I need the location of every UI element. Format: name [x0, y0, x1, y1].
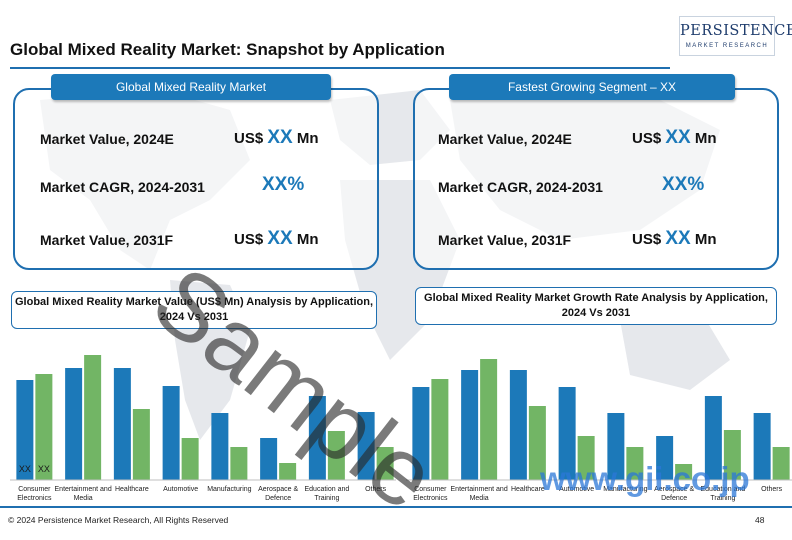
overview-value-2031: US$ XX Mn: [234, 228, 319, 250]
bar-data-label: XX: [19, 464, 31, 474]
segment-cagr-label: Market CAGR, 2024-2031: [438, 179, 603, 195]
x-tick-label: Entertainment and Media: [55, 486, 112, 502]
bar-manufacturing-2024: [607, 413, 625, 480]
bar-entertainment-and-media-2031: [84, 355, 102, 480]
value-prefix: US$: [632, 231, 666, 248]
logo-sub-text: MARKET RESEARCH: [685, 43, 769, 49]
bar-healthcare-2031: [132, 409, 150, 480]
bar-consumer-electronics-2031: [35, 374, 53, 480]
bar-automotive-2031: [577, 436, 595, 480]
value-placeholder: XX: [665, 228, 691, 249]
value-suffix: Mn: [292, 231, 319, 248]
site-watermark: www.gii.co.jp: [540, 460, 750, 497]
bar-entertainment-and-media-2031: [480, 359, 498, 480]
x-tick-label: Consumer Electronics: [413, 486, 448, 502]
title-divider: [10, 67, 670, 69]
value-placeholder: XX: [267, 127, 293, 148]
x-tick-label: Consumer Electronics: [17, 486, 52, 502]
segment-value-2024: US$ XX Mn: [632, 127, 717, 149]
bar-education-and-training-2024: [704, 396, 722, 480]
overview-cagr: XX%: [262, 174, 304, 196]
segment-cagr: XX%: [662, 174, 704, 196]
x-tick-label: Automotive: [163, 486, 198, 493]
value-chart-title: Global Mixed Reality Market Value (US$ M…: [11, 291, 377, 329]
value-prefix: US$: [234, 130, 268, 147]
bar-consumer-electronics-2031: [431, 379, 449, 480]
bar-entertainment-and-media-2024: [461, 370, 479, 480]
value-placeholder: XX: [665, 127, 691, 148]
bar-manufacturing-2031: [230, 447, 248, 480]
bar-aerospace-defence-2024: [656, 436, 674, 480]
bar-healthcare-2024: [113, 368, 131, 480]
bar-entertainment-and-media-2024: [65, 368, 83, 480]
value-placeholder: XX%: [262, 174, 305, 195]
x-tick-label: Others: [365, 486, 387, 493]
x-tick-label: Aerospace & Defence: [258, 486, 298, 502]
bar-others-2024: [357, 412, 375, 480]
bar-aerospace-defence-2031: [675, 464, 693, 480]
segment-value-2024-label: Market Value, 2024E: [438, 131, 572, 147]
value-suffix: Mn: [690, 231, 717, 248]
company-logo: PERSISTENCE MARKET RESEARCH: [679, 16, 792, 56]
fastest-segment-panel: [413, 88, 779, 270]
logo-main-text: PERSISTENCE: [680, 23, 792, 39]
x-tick-label: Education and Training: [304, 486, 349, 502]
overview-value-2031-label: Market Value, 2031F: [40, 232, 174, 248]
bar-education-and-training-2024: [308, 396, 326, 480]
overview-cagr-label: Market CAGR, 2024-2031: [40, 179, 205, 195]
bar-data-label: XX: [38, 464, 50, 474]
bar-automotive-2031: [181, 438, 199, 480]
bar-aerospace-defence-2024: [260, 438, 278, 480]
x-tick-label: Education and Training: [700, 486, 745, 502]
x-tick-label: Aerospace & Defence: [654, 486, 694, 502]
value-placeholder: XX: [267, 228, 293, 249]
bar-healthcare-2024: [509, 370, 527, 480]
x-tick-label: Healthcare: [115, 486, 149, 493]
bar-others-2031: [772, 447, 790, 480]
footer-copyright: © 2024 Persistence Market Research, All …: [8, 515, 229, 525]
bar-education-and-training-2031: [723, 430, 741, 480]
footer-divider: [0, 506, 792, 508]
x-tick-label: Manufacturing: [207, 486, 251, 493]
bar-manufacturing-2024: [211, 413, 229, 480]
bar-consumer-electronics-2024: [412, 387, 430, 480]
overview-value-2024-label: Market Value, 2024E: [40, 131, 174, 147]
growth-chart-title: Global Mixed Reality Market Growth Rate …: [415, 287, 777, 325]
page-title: Global Mixed Reality Market: Snapshot by…: [10, 40, 445, 59]
x-tick-label: Automotive: [559, 486, 594, 493]
value-suffix: Mn: [690, 130, 717, 147]
overview-value-2024: US$ XX Mn: [234, 127, 319, 149]
fastest-segment-panel-header: Fastest Growing Segment – XX: [449, 74, 735, 100]
bar-automotive-2024: [558, 387, 576, 480]
x-tick-label: Manufacturing: [603, 486, 647, 493]
x-tick-label: Entertainment and Media: [451, 486, 508, 502]
bar-others-2031: [376, 447, 394, 480]
bar-healthcare-2031: [528, 406, 546, 480]
value-placeholder: XX%: [662, 174, 705, 195]
bar-automotive-2024: [162, 386, 180, 480]
x-tick-label: Others: [761, 486, 783, 493]
page-number: 48: [755, 515, 765, 525]
segment-value-2031: US$ XX Mn: [632, 228, 717, 250]
value-prefix: US$: [234, 231, 268, 248]
value-prefix: US$: [632, 130, 666, 147]
bar-manufacturing-2031: [626, 447, 644, 480]
x-tick-label: Healthcare: [511, 486, 545, 493]
segment-value-2031-label: Market Value, 2031F: [438, 232, 572, 248]
value-suffix: Mn: [292, 130, 319, 147]
bar-others-2024: [753, 413, 771, 480]
overview-panel-header: Global Mixed Reality Market: [51, 74, 331, 100]
bar-aerospace-defence-2031: [279, 463, 297, 480]
bar-education-and-training-2031: [327, 431, 345, 480]
bar-consumer-electronics-2024: [16, 380, 34, 480]
